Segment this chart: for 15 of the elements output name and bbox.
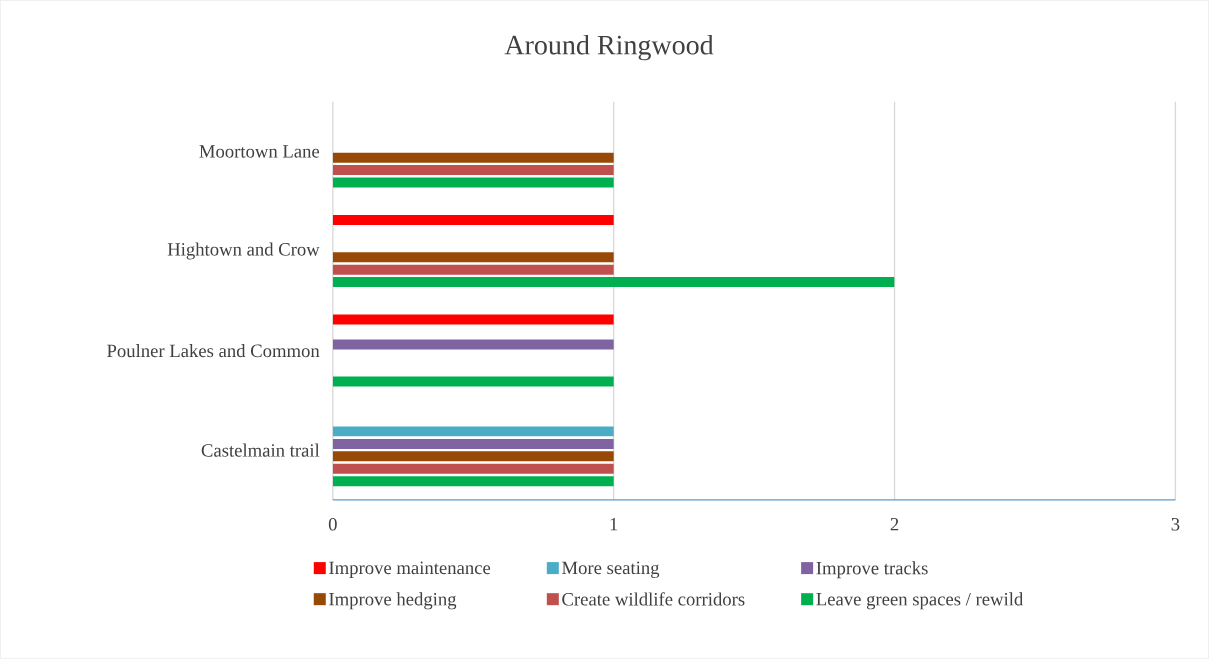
y-tick-label: Castelmain trail <box>201 443 320 457</box>
legend-label: Improve hedging <box>329 592 457 610</box>
legend-label: Create wildlife corridors <box>562 592 745 606</box>
y-tick-label: Moortown Lane <box>199 145 320 158</box>
y-tick-label: Poulner Lakes and Common <box>107 344 320 358</box>
x-tick-label: 3 <box>1171 518 1180 531</box>
legend-label: More seating <box>562 561 660 579</box>
x-tick-label: 0 <box>328 518 337 531</box>
x-tick-label: 2 <box>890 518 899 531</box>
x-tick-label: 1 <box>610 518 618 531</box>
legend-label: Improve maintenance <box>329 561 491 579</box>
y-tick-label: Hightown and Crow <box>167 242 320 260</box>
legend-label: Leave green spaces / rewild <box>816 592 1024 610</box>
legend-label: Improve tracks <box>816 561 928 579</box>
chart-title: Around Ringwood <box>504 35 714 61</box>
